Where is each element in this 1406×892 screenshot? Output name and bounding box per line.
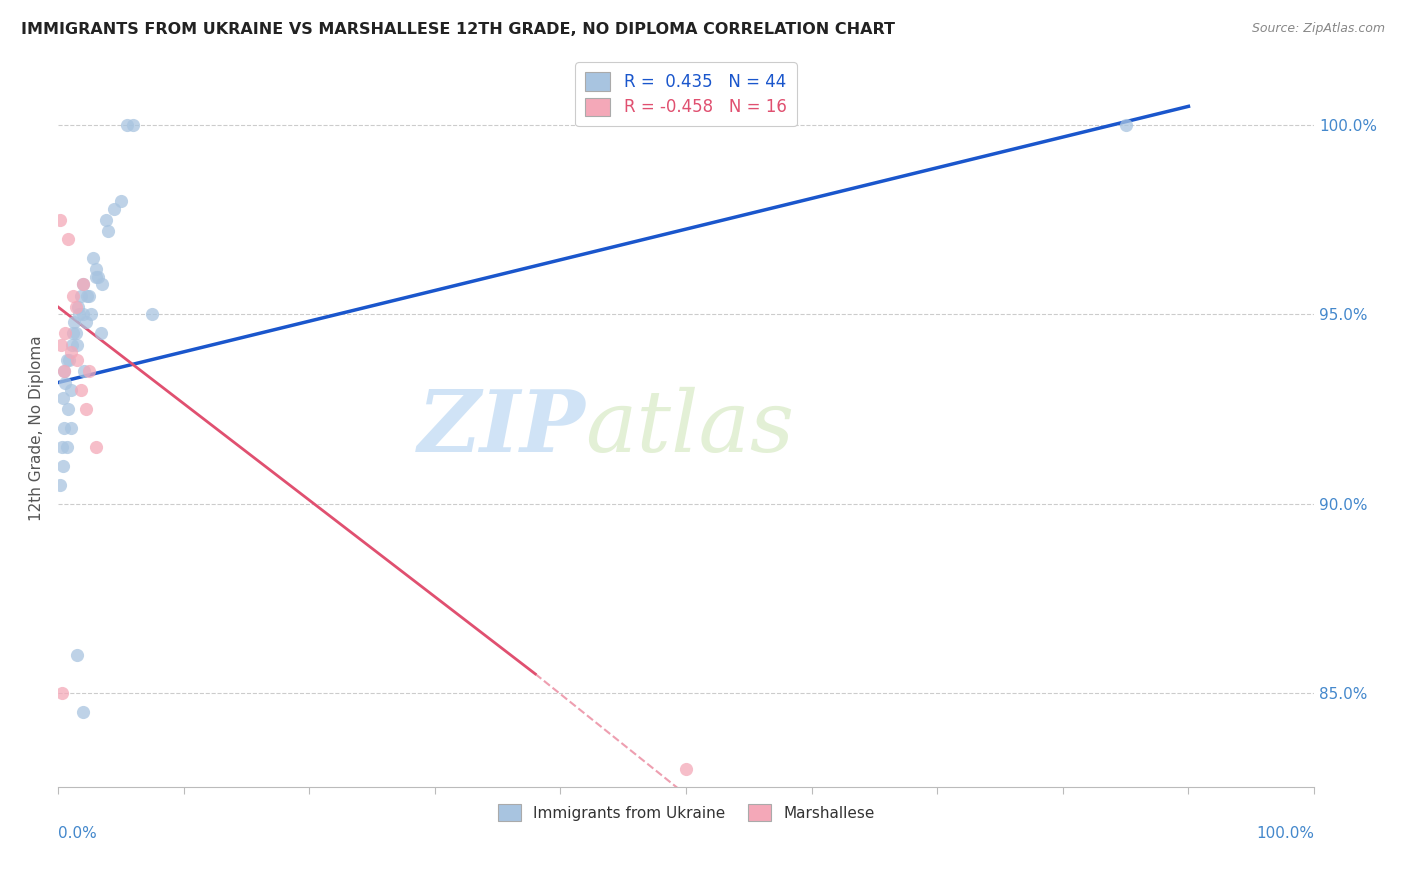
Point (55, 352, 77, 367)
Point (63, 315, 86, 329)
Point (76, 288, 98, 302)
Point (69, 383, 91, 397)
Point (72, 277, 94, 292)
Text: Source: ZipAtlas.com: Source: ZipAtlas.com (1251, 22, 1385, 36)
Point (72, 308, 94, 322)
Point (79, 308, 101, 322)
Point (79, 288, 101, 302)
Text: IMMIGRANTS FROM UKRAINE VS MARSHALLESE 12TH GRADE, NO DIPLOMA CORRELATION CHART: IMMIGRANTS FROM UKRAINE VS MARSHALLESE 1… (21, 22, 896, 37)
Point (66, 352, 89, 367)
Point (90, 326, 112, 341)
Point (141, 308, 163, 322)
Point (65, 326, 87, 341)
Point (75, 402, 97, 417)
Point (72, 705, 94, 719)
Point (73, 364, 96, 378)
Point (84, 269, 107, 284)
Point (103, 202, 125, 216)
Point (122, 118, 145, 132)
Point (55, 326, 77, 341)
Text: atlas: atlas (585, 386, 794, 469)
Point (56, 402, 79, 417)
Point (49, 477, 72, 491)
Point (90, 277, 112, 292)
Point (52, 391, 75, 405)
Point (1115, 118, 1137, 132)
Point (75, 315, 97, 329)
Point (55, 440, 77, 454)
Point (675, 762, 697, 776)
Text: 100.0%: 100.0% (1256, 826, 1315, 841)
Point (53, 364, 76, 378)
Point (94, 212, 117, 227)
Point (52, 458, 75, 473)
Point (53, 421, 76, 435)
Point (58, 352, 80, 367)
Point (56, 232, 79, 246)
Point (53, 364, 76, 378)
Point (59, 421, 82, 435)
Point (79, 364, 101, 378)
Point (84, 262, 107, 277)
Point (115, 118, 138, 132)
Point (67, 300, 90, 314)
Point (51, 686, 73, 700)
Point (69, 288, 91, 302)
Point (87, 269, 110, 284)
Point (84, 440, 107, 454)
Point (65, 300, 87, 314)
Point (49, 337, 72, 351)
Point (67, 308, 90, 322)
Point (59, 383, 82, 397)
Point (62, 326, 84, 341)
Point (97, 224, 120, 238)
Point (51, 440, 73, 454)
Point (82, 251, 104, 265)
Point (49, 212, 72, 227)
Point (72, 277, 94, 292)
Legend: Immigrants from Ukraine, Marshallese: Immigrants from Ukraine, Marshallese (488, 795, 883, 830)
Y-axis label: 12th Grade, No Diploma: 12th Grade, No Diploma (30, 335, 44, 521)
Text: 0.0%: 0.0% (58, 826, 97, 841)
Point (66, 337, 89, 351)
Point (55, 376, 77, 390)
Text: ZIP: ZIP (418, 386, 585, 470)
Point (59, 345, 82, 359)
Point (60, 337, 83, 351)
Point (62, 288, 84, 302)
Point (110, 194, 132, 208)
Point (66, 648, 89, 662)
